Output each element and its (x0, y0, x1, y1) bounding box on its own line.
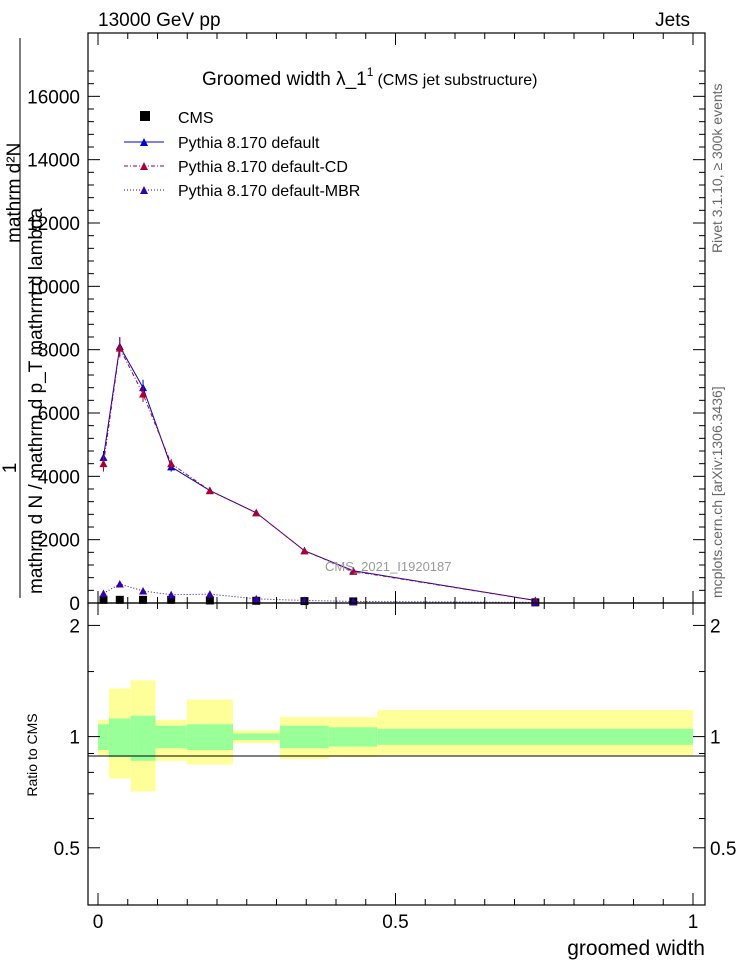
ylabel-ratio: Ratio to CMS (24, 713, 40, 796)
ytick-label-main: 12000 (27, 214, 80, 235)
ytick-label-ratio-right: 1 (710, 728, 721, 749)
plot-title-sup: 1 (367, 65, 374, 79)
series-point (139, 586, 148, 595)
xtick-label: 0 (93, 912, 104, 933)
series-point (252, 508, 261, 517)
ytick-label-main: 2000 (38, 531, 80, 552)
series-point (252, 594, 261, 603)
watermark: CMS_2021_I1920187 (325, 559, 452, 574)
header-right: Jets (655, 10, 690, 31)
xtick-label: 0.5 (382, 912, 408, 933)
xtick-label: 1 (688, 912, 699, 933)
legend-label-cms: CMS (178, 110, 214, 127)
series-line (102, 346, 536, 601)
series-point (300, 546, 309, 555)
ytick-label-main: 8000 (38, 341, 80, 362)
ratio-band-stat (377, 728, 693, 745)
ratio-band-stat (279, 725, 329, 749)
ytick-label-main: 6000 (38, 404, 80, 425)
ylabel-main-d2n: mathrm d²N (4, 143, 25, 243)
legend-marker-default (140, 138, 148, 146)
series-point (99, 589, 108, 597)
series-point (115, 344, 124, 352)
legend-marker-cd (140, 162, 148, 170)
data-point (99, 595, 108, 604)
data-point (139, 595, 148, 604)
ytick-label-main: 14000 (27, 151, 80, 172)
series-point (531, 598, 540, 606)
ytick-label-ratio-right: 2 (710, 616, 721, 637)
data-point (167, 595, 176, 604)
series-line (103, 583, 536, 603)
series-point (99, 459, 108, 468)
ytick-label-ratio: 2 (69, 616, 80, 637)
ratio-band-stat (98, 724, 109, 750)
ratio-band-stat (233, 733, 280, 740)
ylabel-main-denominator: mathrm d N / mathrm d p_T mathrm d lambd… (26, 207, 47, 594)
ytick-label-main: 0 (69, 594, 80, 615)
data-point (115, 595, 124, 604)
main-series (99, 337, 540, 607)
ytick-label-ratio-right: 0.5 (710, 839, 736, 860)
ytick-label-ratio: 1 (69, 728, 80, 749)
series-point (167, 590, 176, 599)
side-text-rivet: Rivet 3.1.10, ≥ 300k events (709, 83, 725, 253)
plot-title: Groomed width λ_11 (CMS jet substructure) (202, 65, 537, 90)
series-point (115, 580, 124, 588)
ratio-band-stat (108, 718, 131, 758)
plot-title-main: Groomed width λ_1 (202, 69, 367, 90)
legend: CMS Pythia 8.170 default Pythia 8.170 de… (124, 110, 360, 200)
ratio-bands (98, 680, 693, 792)
legend-label-cd: Pythia 8.170 default-CD (178, 159, 348, 176)
series-point (167, 459, 176, 468)
axes: 0 2000 4000 6000 8000 10000 12000 14000 16000 0 0.… (27, 33, 736, 933)
series-point (349, 567, 358, 575)
data-point (205, 596, 214, 605)
ratio-band-stat (155, 725, 187, 749)
ytick-label-main: 16000 (27, 87, 80, 108)
series-point (205, 590, 214, 598)
header-left: 13000 GeV pp (98, 10, 221, 31)
ratio-band-stat (186, 724, 234, 750)
legend-marker-mbr (140, 186, 148, 194)
side-text-mcplots: mcplots.cern.ch [arXiv:1306.3436] (709, 386, 725, 598)
series-point (139, 390, 148, 398)
legend-label-default: Pythia 8.170 default (178, 135, 320, 152)
ytick-label-ratio: 0.5 (54, 839, 80, 860)
ylabel-main-numerator-1: 1 (0, 463, 21, 474)
ytick-label-main: 10000 (27, 277, 80, 298)
ytick-label-main: 4000 (38, 467, 80, 488)
series-line (102, 344, 536, 601)
ratio-band-stat (130, 715, 156, 761)
legend-marker-cms (140, 111, 150, 121)
legend-label-mbr: Pythia 8.170 default-MBR (178, 183, 360, 200)
ratio-band-stat (328, 727, 378, 747)
plot-title-sub: (CMS jet substructure) (377, 72, 537, 89)
xlabel: groomed width (567, 937, 705, 960)
series-point (205, 486, 214, 495)
